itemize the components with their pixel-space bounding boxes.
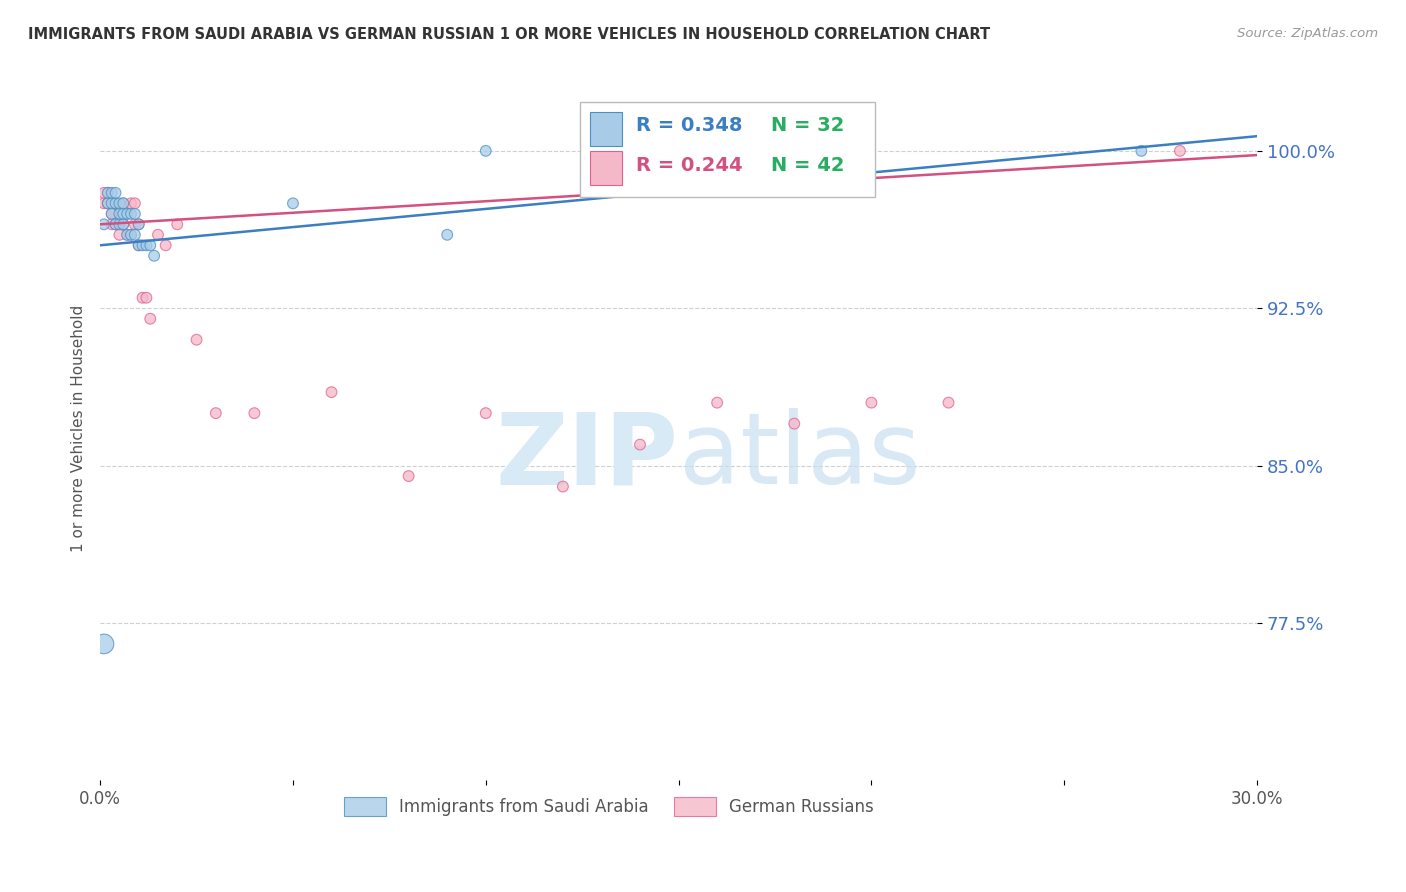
Point bbox=[104, 217, 127, 231]
Point bbox=[706, 395, 728, 409]
Point bbox=[146, 227, 169, 242]
Point bbox=[112, 196, 135, 211]
Point bbox=[112, 196, 135, 211]
Point bbox=[97, 196, 120, 211]
Point bbox=[128, 217, 150, 231]
Point bbox=[108, 207, 131, 221]
Y-axis label: 1 or more Vehicles in Household: 1 or more Vehicles in Household bbox=[72, 305, 86, 552]
Point bbox=[104, 186, 127, 200]
Point bbox=[143, 249, 166, 263]
Point bbox=[93, 637, 115, 651]
Point bbox=[104, 196, 127, 211]
Point bbox=[124, 196, 146, 211]
Text: IMMIGRANTS FROM SAUDI ARABIA VS GERMAN RUSSIAN 1 OR MORE VEHICLES IN HOUSEHOLD C: IMMIGRANTS FROM SAUDI ARABIA VS GERMAN R… bbox=[28, 27, 990, 42]
Point bbox=[139, 311, 162, 326]
FancyBboxPatch shape bbox=[581, 102, 876, 197]
Point bbox=[97, 186, 120, 200]
Point bbox=[474, 406, 496, 420]
Legend: Immigrants from Saudi Arabia, German Russians: Immigrants from Saudi Arabia, German Rus… bbox=[336, 789, 882, 825]
Text: atlas: atlas bbox=[679, 409, 920, 506]
Point bbox=[398, 469, 420, 483]
Point bbox=[436, 227, 458, 242]
Point bbox=[783, 417, 806, 431]
Point bbox=[97, 196, 120, 211]
Point bbox=[100, 217, 122, 231]
Point bbox=[860, 395, 883, 409]
Point bbox=[551, 479, 574, 493]
Point bbox=[100, 207, 122, 221]
Point bbox=[115, 207, 138, 221]
Point bbox=[100, 196, 122, 211]
FancyBboxPatch shape bbox=[589, 152, 621, 185]
Point bbox=[112, 217, 135, 231]
Point bbox=[243, 406, 266, 420]
Point bbox=[108, 227, 131, 242]
Text: R = 0.348: R = 0.348 bbox=[636, 116, 742, 135]
Point bbox=[104, 217, 127, 231]
Point bbox=[124, 207, 146, 221]
Point bbox=[204, 406, 226, 420]
Text: Source: ZipAtlas.com: Source: ZipAtlas.com bbox=[1237, 27, 1378, 40]
Point bbox=[104, 207, 127, 221]
Point bbox=[628, 437, 651, 451]
FancyBboxPatch shape bbox=[589, 112, 621, 145]
Point bbox=[97, 196, 120, 211]
Point bbox=[112, 207, 135, 221]
Point bbox=[100, 207, 122, 221]
Text: ZIP: ZIP bbox=[496, 409, 679, 506]
Point bbox=[166, 217, 188, 231]
Point bbox=[135, 238, 157, 252]
Point bbox=[321, 385, 343, 400]
Point bbox=[115, 207, 138, 221]
Point bbox=[100, 186, 122, 200]
Point bbox=[104, 196, 127, 211]
Point bbox=[120, 227, 142, 242]
Point bbox=[131, 291, 153, 305]
Point bbox=[155, 238, 177, 252]
Point bbox=[93, 196, 115, 211]
Point bbox=[281, 196, 304, 211]
Point bbox=[124, 217, 146, 231]
Point bbox=[128, 238, 150, 252]
Text: N = 32: N = 32 bbox=[770, 116, 845, 135]
Point bbox=[108, 217, 131, 231]
Point bbox=[124, 227, 146, 242]
Text: N = 42: N = 42 bbox=[770, 156, 845, 175]
Point bbox=[108, 217, 131, 231]
Point bbox=[93, 217, 115, 231]
Point bbox=[135, 291, 157, 305]
Point bbox=[131, 238, 153, 252]
Point bbox=[115, 227, 138, 242]
Point bbox=[93, 186, 115, 200]
Point bbox=[128, 217, 150, 231]
Point bbox=[474, 144, 496, 158]
Point bbox=[1130, 144, 1153, 158]
Text: R = 0.244: R = 0.244 bbox=[636, 156, 742, 175]
Point bbox=[128, 238, 150, 252]
Point bbox=[100, 196, 122, 211]
Point bbox=[120, 207, 142, 221]
Point bbox=[108, 196, 131, 211]
Point bbox=[139, 238, 162, 252]
Point bbox=[112, 217, 135, 231]
Point bbox=[1168, 144, 1191, 158]
Point bbox=[97, 186, 120, 200]
Point bbox=[120, 227, 142, 242]
Point bbox=[115, 227, 138, 242]
Point bbox=[186, 333, 208, 347]
Point bbox=[120, 196, 142, 211]
Point bbox=[938, 395, 960, 409]
